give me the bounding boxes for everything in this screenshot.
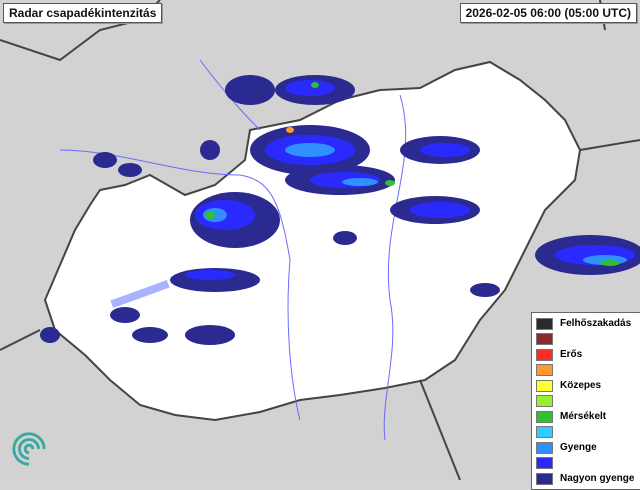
legend-swatch xyxy=(536,348,553,361)
swirl-logo-icon xyxy=(12,432,46,466)
legend-item: Nagyon gyenge xyxy=(536,471,640,487)
legend-item xyxy=(536,394,640,410)
legend-label: Nagyon gyenge xyxy=(560,473,635,485)
legend-item xyxy=(536,456,640,472)
legend-item xyxy=(536,363,640,379)
legend-swatch xyxy=(536,410,553,423)
legend-label: Közepes xyxy=(560,380,602,392)
legend-label: Mérsékelt xyxy=(560,411,607,423)
legend-item: Közepes xyxy=(536,378,640,394)
legend-item: Erős xyxy=(536,347,640,363)
legend-item xyxy=(536,332,640,348)
legend-swatch xyxy=(536,333,553,346)
legend-item: Gyenge xyxy=(536,440,640,456)
legend-label: Gyenge xyxy=(560,442,597,454)
legend-swatch xyxy=(536,379,553,392)
timestamp-label: 2026-02-05 06:00 (05:00 UTC) xyxy=(459,3,637,23)
legend-swatch xyxy=(536,364,553,377)
legend-swatch xyxy=(536,426,553,439)
map-title: Radar csapadékintenzitás xyxy=(3,3,163,23)
legend-swatch xyxy=(536,472,553,485)
legend-item: Felhőszakadás xyxy=(536,316,640,332)
legend-item xyxy=(536,425,640,441)
legend-swatch xyxy=(536,317,553,330)
radar-echoes xyxy=(40,75,640,345)
lake-balaton xyxy=(110,279,170,309)
legend-item: Mérsékelt xyxy=(536,409,640,425)
legend-swatch xyxy=(536,457,553,470)
radar-map xyxy=(0,0,640,480)
legend-swatch xyxy=(536,441,553,454)
legend-label: Felhőszakadás xyxy=(560,318,632,330)
legend-swatch xyxy=(536,395,553,408)
legend-label: Erős xyxy=(560,349,583,361)
intensity-legend: Felhőszakadás Erős Közepes Mérsékelt Gyenge N… xyxy=(531,312,640,490)
